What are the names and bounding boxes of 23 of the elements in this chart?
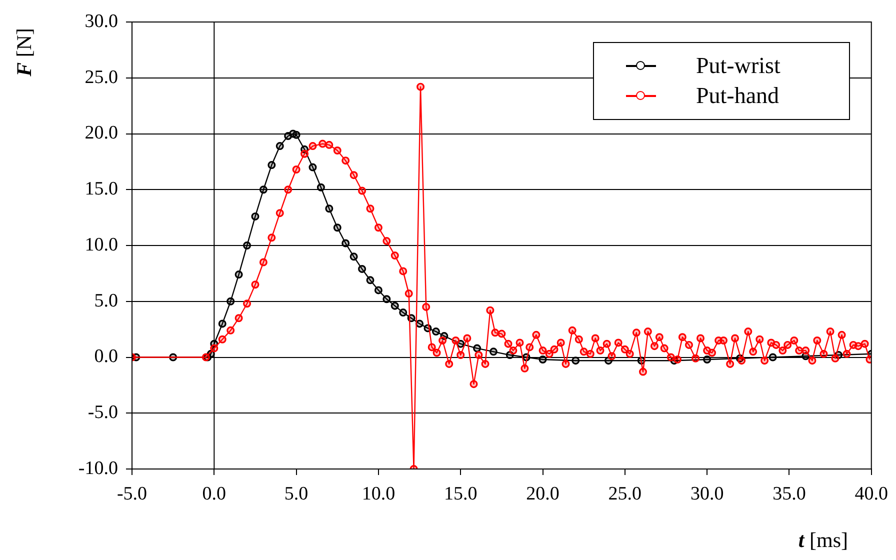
y-tick-label: 10.0: [84, 234, 118, 256]
legend-label: Put-hand: [696, 83, 780, 109]
y-tick-label: 25.0: [84, 66, 118, 88]
x-tick-label: 20.0: [526, 483, 560, 504]
y-tick-label: 30.0: [84, 10, 118, 32]
y-axis-title: F [N]: [12, 28, 37, 76]
x-tick-label: 30.0: [690, 483, 724, 504]
legend-label: Put-wrist: [696, 53, 780, 79]
x-tick-label: 25.0: [608, 483, 642, 504]
y-tick-label: 0.0: [94, 346, 118, 368]
x-tick-label: -5.0: [116, 483, 148, 504]
x-tick-label: 0.0: [202, 483, 226, 504]
x-tick-label: 35.0: [772, 483, 806, 504]
x-tick-label: 5.0: [284, 483, 308, 504]
y-tick-label: 5.0: [94, 290, 118, 312]
x-tick-label: 10.0: [362, 483, 396, 504]
y-tick-label: -5.0: [88, 402, 118, 424]
y-tick-label: -10.0: [78, 458, 118, 479]
x-tick-label: 40.0: [854, 483, 888, 504]
y-tick-label: 20.0: [84, 122, 118, 144]
x-axis-title: t [ms]: [798, 528, 848, 553]
x-tick-label: 15.0: [444, 483, 478, 504]
y-tick-label: 15.0: [84, 178, 118, 200]
